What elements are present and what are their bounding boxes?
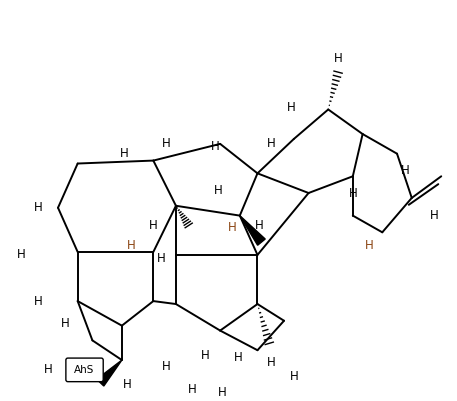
Text: H: H xyxy=(119,147,128,160)
Text: H: H xyxy=(234,350,242,364)
Polygon shape xyxy=(240,216,265,245)
Text: H: H xyxy=(214,184,223,196)
Text: H: H xyxy=(34,201,43,214)
Text: H: H xyxy=(122,378,131,391)
Text: H: H xyxy=(267,138,276,150)
Text: H: H xyxy=(157,252,165,265)
Text: H: H xyxy=(34,295,43,308)
Text: H: H xyxy=(188,383,197,396)
Polygon shape xyxy=(97,360,122,386)
Text: H: H xyxy=(267,356,276,369)
Text: H: H xyxy=(255,219,264,232)
Text: H: H xyxy=(400,164,409,177)
Text: H: H xyxy=(287,101,295,114)
Text: H: H xyxy=(60,317,69,330)
Text: H: H xyxy=(149,219,158,232)
Text: H: H xyxy=(289,370,298,383)
FancyBboxPatch shape xyxy=(66,358,103,382)
Text: H: H xyxy=(211,140,220,153)
Text: H: H xyxy=(128,239,136,251)
Text: H: H xyxy=(228,221,236,234)
Text: H: H xyxy=(430,209,439,222)
Text: H: H xyxy=(162,138,170,150)
Text: H: H xyxy=(348,186,357,200)
Text: AhS: AhS xyxy=(74,365,95,375)
Text: H: H xyxy=(201,348,210,362)
Text: H: H xyxy=(334,52,342,65)
Text: H: H xyxy=(162,360,170,373)
Text: H: H xyxy=(365,239,374,251)
Text: H: H xyxy=(44,363,53,377)
Text: H: H xyxy=(218,386,227,399)
Text: H: H xyxy=(17,248,26,261)
